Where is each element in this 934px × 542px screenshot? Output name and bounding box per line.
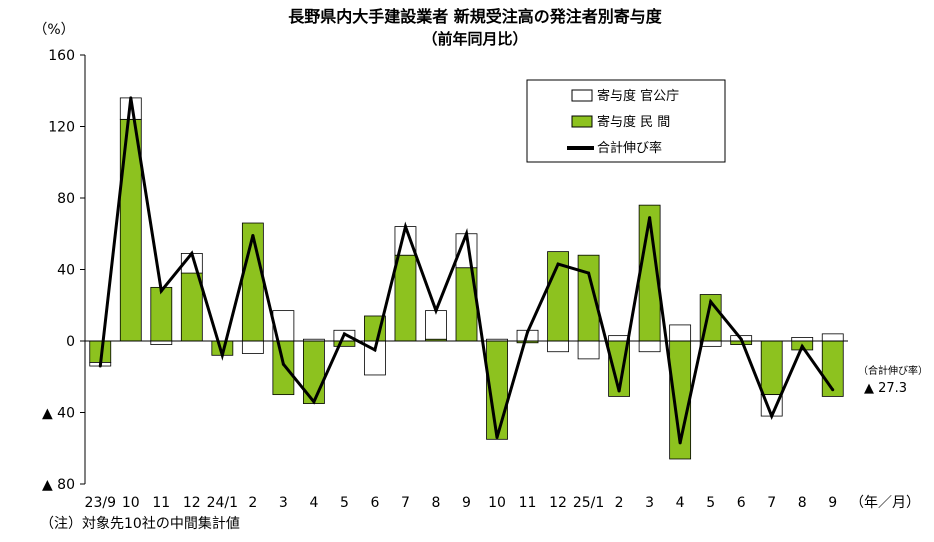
total-growth-point	[281, 362, 285, 366]
x-tick-label: 7	[767, 495, 776, 511]
y-tick-label: ▲ 80	[42, 477, 75, 493]
total-growth-point	[373, 348, 377, 352]
x-tick-label: 3	[645, 495, 654, 511]
total-growth-point	[434, 309, 438, 313]
chart-subtitle: （前年同月比）	[422, 30, 527, 48]
total-growth-point	[98, 364, 102, 368]
total-growth-point	[556, 262, 560, 266]
bar-government	[608, 335, 630, 342]
x-tick-label: 9	[828, 495, 837, 511]
x-tick-label: 9	[462, 495, 471, 511]
total-growth-point	[770, 414, 774, 418]
last-value-caption: （合計伸び率）	[858, 364, 928, 377]
x-tick-label: 10	[488, 495, 506, 511]
legend-label-private: 寄与度 民 間	[597, 114, 670, 130]
y-tick-label: ▲ 40	[42, 406, 75, 422]
total-growth-point	[159, 289, 163, 293]
footnote: （注）対象先10社の中間集計値	[40, 515, 240, 532]
x-axis: 23/9 10 11 12 24/1 2 3 4 5 6 7 8 9 10 11 12 25/1 2 3 4 5 6 7 8 9	[85, 340, 848, 511]
total-growth-point	[465, 232, 468, 236]
bar-government	[425, 310, 447, 340]
x-tick-label: 5	[706, 495, 715, 511]
legend-label-total: 合計伸び率	[597, 140, 662, 156]
x-tick-label: 12	[183, 495, 201, 511]
chart-title: 長野県内大手建設業者 新規受注高の発注者別寄与度	[288, 7, 663, 26]
total-growth-point	[648, 216, 652, 220]
bar-government	[669, 324, 692, 342]
y-tick-label: 40	[57, 263, 75, 279]
bar-government	[638, 340, 661, 353]
bar-government	[821, 333, 844, 342]
bar-government	[241, 340, 264, 354]
x-tick-label: 8	[432, 495, 441, 511]
total-growth-point	[526, 330, 530, 334]
total-growth-point	[129, 96, 133, 100]
y-unit-label: （%）	[33, 22, 74, 38]
total-growth-point	[617, 389, 621, 393]
x-tick-label: 4	[676, 495, 685, 511]
bar-private	[180, 272, 203, 342]
y-tick-label: 0	[66, 334, 75, 350]
x-tick-label: 6	[737, 495, 746, 511]
x-tick-label: 24/1	[207, 495, 238, 511]
x-unit-label: （年／月）	[850, 495, 920, 511]
total-growth-point	[342, 332, 346, 336]
legend-box	[526, 79, 726, 163]
y-tick-label: 160	[48, 48, 75, 64]
x-tick-label: 2	[248, 495, 257, 511]
x-tick-label: 11	[519, 495, 537, 511]
bar-government	[150, 340, 173, 345]
legend-swatch-private	[571, 115, 593, 128]
y-tick-label: 80	[57, 191, 75, 207]
x-tick-label: 7	[401, 495, 410, 511]
total-growth-point	[831, 388, 835, 392]
y-axis: 160 120 80 40 0 ▲ 40 ▲ 80	[42, 48, 86, 493]
x-tick-label: 8	[798, 495, 807, 511]
bar-government	[791, 337, 814, 342]
bars	[89, 97, 844, 460]
bar-government	[547, 340, 569, 353]
x-tick-label: 4	[309, 495, 318, 511]
total-growth-point	[190, 251, 194, 255]
total-growth-point	[800, 344, 804, 348]
x-tick-label: 3	[279, 495, 288, 511]
total-growth-point	[739, 337, 743, 341]
total-growth-point	[678, 441, 682, 445]
x-tick-label: 5	[340, 495, 349, 511]
total-line	[98, 96, 835, 445]
x-tick-label: 10	[122, 495, 140, 511]
total-growth-point	[587, 271, 591, 275]
total-growth-point	[312, 400, 316, 404]
bar-private	[394, 254, 417, 342]
x-tick-label: 6	[370, 495, 379, 511]
y-tick-label: 120	[48, 120, 75, 136]
x-tick-label: 11	[152, 495, 170, 511]
legend-swatch-government	[571, 89, 593, 102]
bar-government	[577, 340, 600, 360]
x-tick-label: 25/1	[573, 495, 604, 511]
bar-private	[272, 340, 295, 396]
total-growth-point	[709, 300, 713, 304]
bar-private	[150, 286, 173, 342]
total-growth-point	[220, 353, 224, 357]
x-tick-label: 23/9	[85, 495, 116, 511]
bar-private	[760, 340, 783, 396]
legend: 寄与度 官公庁 寄与度 民 間 合計伸び率	[526, 79, 726, 163]
legend-label-government: 寄与度 官公庁	[597, 88, 679, 104]
total-growth-point	[403, 225, 407, 229]
x-tick-label: 12	[549, 495, 567, 511]
x-tick-label: 2	[615, 495, 624, 511]
last-value-label: ▲ 27.3	[864, 381, 907, 396]
total-growth-point	[251, 234, 255, 238]
total-growth-point	[495, 436, 499, 440]
bar-private	[333, 340, 356, 347]
